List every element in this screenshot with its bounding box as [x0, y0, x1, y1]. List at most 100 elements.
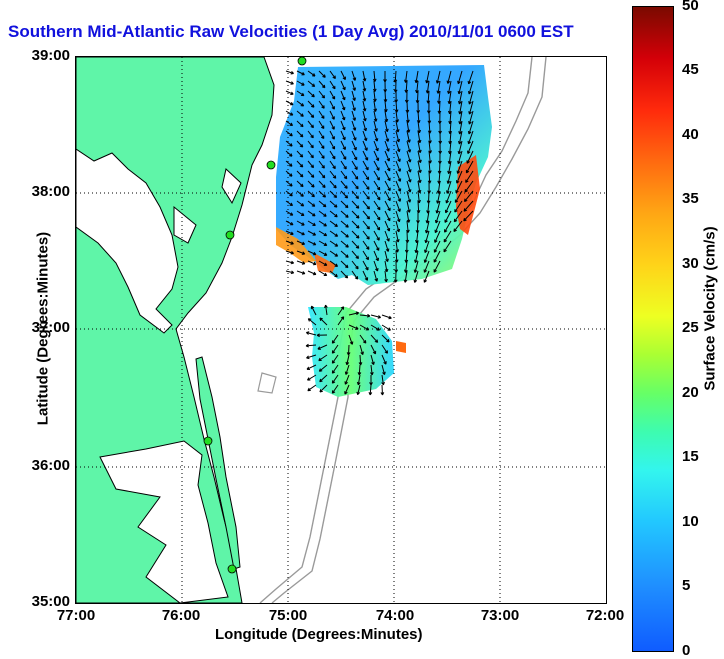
velocity-arrow [362, 120, 368, 132]
velocity-arrow [318, 140, 325, 149]
velocity-arrow [417, 170, 422, 184]
velocity-arrow [329, 80, 336, 90]
velocity-arrow [351, 80, 357, 91]
velocity-arrow [344, 384, 350, 395]
x-axis-label: Longitude (Degrees:Minutes) [215, 626, 423, 643]
velocity-arrow [340, 240, 349, 248]
velocity-arrow [395, 180, 402, 192]
colorbar-tick: 0 [682, 642, 691, 659]
velocity-arrow [307, 80, 316, 88]
velocity-arrow [285, 70, 294, 75]
velocity-arrow [457, 70, 463, 85]
velocity-arrow [446, 180, 452, 194]
velocity-arrow [406, 180, 412, 193]
velocity-arrow [296, 250, 306, 255]
velocity-arrow [307, 384, 317, 392]
velocity-colorbar [632, 6, 674, 652]
velocity-arrow [319, 374, 328, 383]
velocity-arrow [467, 130, 474, 145]
velocity-arrow [285, 170, 293, 177]
velocity-field-north [276, 65, 492, 285]
velocity-arrow [296, 110, 304, 117]
velocity-arrow [345, 354, 350, 366]
map-plot-area[interactable] [75, 56, 607, 604]
velocity-arrow [455, 170, 463, 184]
velocity-arrow [467, 70, 474, 85]
velocity-arrow [362, 70, 367, 82]
velocity-arrow [318, 180, 326, 189]
velocity-arrow [340, 230, 349, 238]
velocity-arrow [329, 120, 335, 130]
velocity-arrow [351, 120, 357, 131]
velocity-arrow [351, 250, 360, 260]
velocity-arrow [425, 70, 430, 84]
velocity-arrow [306, 364, 317, 370]
velocity-arrow [285, 250, 294, 255]
velocity-arrow [329, 130, 335, 140]
velocity-arrow [340, 140, 346, 151]
velocity-arrow [384, 180, 391, 192]
velocity-arrow [307, 90, 315, 98]
velocity-arrow [359, 313, 371, 318]
velocity-arrow [384, 150, 391, 162]
velocity-arrow [373, 190, 381, 201]
velocity-arrow [340, 220, 349, 228]
velocity-arrow [414, 240, 419, 254]
velocity-arrow [318, 210, 327, 217]
velocity-arrow [372, 70, 377, 82]
velocity-arrow [351, 240, 360, 249]
velocity-arrow [381, 334, 390, 343]
lat-tick-label: 36:00 [31, 457, 70, 474]
velocity-arrow [384, 250, 389, 262]
velocity-arrow [296, 210, 305, 217]
velocity-arrow [351, 190, 360, 200]
velocity-arrow [329, 100, 335, 110]
velocity-arrow [373, 220, 381, 231]
velocity-arrow [285, 100, 294, 106]
velocity-arrow [285, 160, 293, 167]
velocity-arrow [395, 110, 400, 123]
velocity-arrow [296, 70, 305, 76]
velocity-arrow [348, 334, 354, 345]
velocity-arrow [444, 220, 452, 233]
velocity-arrow [307, 270, 317, 276]
velocity-arrow [331, 384, 339, 394]
velocity-arrow [340, 250, 349, 258]
velocity-arrow [384, 200, 391, 212]
velocity-arrow [423, 260, 430, 273]
velocity-arrow [329, 240, 339, 247]
velocity-arrow [362, 170, 370, 181]
velocity-arrow [307, 160, 315, 169]
velocity-arrow [296, 130, 304, 138]
velocity-arrow [424, 230, 430, 244]
velocity-arrow [318, 130, 325, 140]
velocity-arrow [467, 80, 474, 95]
velocity-arrow [403, 260, 408, 273]
velocity-arrow [370, 314, 382, 319]
y-axis-label: Latitude (Degrees:Minutes) [34, 231, 52, 426]
colorbar-tick: 5 [682, 577, 691, 594]
velocity-arrow [395, 130, 401, 143]
velocity-arrow [395, 220, 401, 233]
lon-tick-label: 72:00 [585, 607, 625, 624]
velocity-arrow [380, 384, 385, 396]
velocity-arrow [359, 324, 370, 331]
velocity-arrow [296, 80, 305, 86]
velocity-arrow [465, 160, 474, 174]
velocity-arrow [395, 200, 401, 212]
velocity-arrow [454, 200, 463, 213]
velocity-arrow [463, 200, 474, 212]
velocity-arrow [406, 170, 412, 183]
velocity-arrow [296, 90, 305, 97]
velocity-arrow [296, 200, 305, 207]
radar-station [297, 57, 307, 66]
velocity-arrow [340, 70, 346, 81]
velocity-arrow [306, 354, 317, 360]
velocity-arrow [373, 180, 381, 191]
velocity-arrow [373, 150, 380, 162]
colorbar-tick: 10 [682, 513, 699, 530]
velocity-arrow [373, 120, 378, 132]
velocity-arrow [373, 250, 379, 262]
pamlico-sound [99, 440, 229, 603]
velocity-arrow [435, 70, 441, 84]
